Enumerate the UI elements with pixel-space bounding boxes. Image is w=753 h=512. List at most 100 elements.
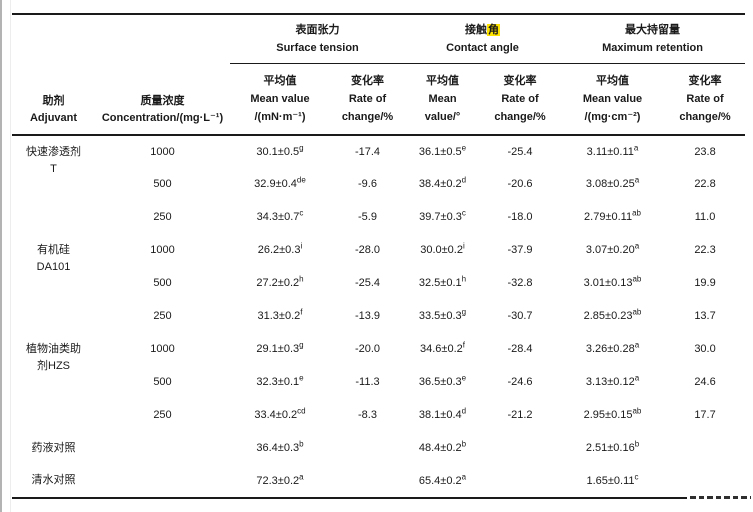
max-retention-group-header: 最大持留量 Maximum retention [560, 14, 746, 64]
max-retention-rate-header-line: change/% [679, 110, 731, 123]
concentration-cell: 250 [153, 211, 172, 224]
max-retention-mean-cell: 1.65±0.11c [586, 472, 639, 487]
contact-angle-rate-cell [480, 465, 560, 498]
contact-angle-mean-header-line: value/° [424, 110, 461, 123]
search-highlight: 角 [487, 23, 500, 36]
contact-angle-mean-cell: 38.1±0.4d [418, 406, 467, 422]
max-retention-mean-cell: 3.08±0.25a [585, 175, 640, 191]
surface-tension-mean-header-line: 平均值 [263, 74, 297, 87]
surface-tension-rate-cell: -17.4 [354, 145, 381, 158]
contact-angle-mean-header-line: 平均值 [426, 74, 459, 87]
contact-angle-rate-cell [480, 432, 560, 465]
table-body: 快速渗透剂 T 1000 30.1±0.5g -17.4 36.1±0.5e -25.4 3.… [12, 135, 745, 498]
contact-angle-mean-cell: 38.4±0.2d [418, 175, 467, 191]
table-row: 药液对照 36.4±0.3b 48.4±0.2b 2.51±0.16b [12, 432, 745, 465]
contact-angle-mean-cell: 65.4±0.2a [418, 472, 467, 487]
surface-tension-rate-cell: -20.0 [354, 343, 381, 356]
max-retention-rate-header-line: Rate of [686, 92, 724, 105]
surface-tension-rate-cell [330, 432, 405, 465]
concentration-cell: 500 [153, 376, 172, 389]
contact-angle-mean-cell: 32.5±0.1h [418, 274, 467, 290]
surface-tension-mean-cell: 30.1±0.5g [256, 143, 304, 158]
max-retention-rate-header-line: 变化率 [688, 74, 722, 87]
max-retention-rate-cell: 22.3 [694, 244, 716, 257]
surface-tension-mean-cell: 27.2±0.2h [256, 274, 304, 290]
significance-letter: d [461, 406, 467, 416]
contact-angle-rate-cell: -18.0 [507, 211, 533, 224]
max-retention-rate-cell: 22.8 [694, 178, 716, 191]
surface-tension-rate-cell: -28.0 [354, 244, 381, 257]
concentration-cell: 250 [153, 409, 172, 422]
significance-letter: ab [632, 274, 642, 284]
max-retention-mean-cell: 3.13±0.12a [585, 373, 640, 389]
contact-angle-mean-cell: 39.7±0.3c [419, 208, 466, 224]
significance-letter: ab [632, 406, 642, 416]
adjuvant-label-line: 药液对照 [31, 441, 76, 454]
surface-tension-header-en: Surface tension [276, 41, 359, 54]
contact-angle-mean-cell: 36.1±0.5e [418, 143, 467, 158]
adjuvant-cell: 清水对照 [12, 465, 95, 498]
significance-letter: b [634, 439, 640, 449]
table-row: 500 27.2±0.2h -25.4 32.5±0.1h -32.8 3.01±0.13… [12, 267, 745, 300]
contact-angle-rate-cell: -32.8 [507, 277, 533, 290]
adjuvant-label-line: 清水对照 [31, 474, 76, 487]
contact-angle-mean-header: 平均值 Mean value/° [405, 63, 480, 135]
surface-tension-mean-cell: 29.1±0.3g [256, 340, 304, 356]
contact-angle-rate-cell: -28.4 [507, 343, 533, 356]
significance-letter: e [299, 373, 304, 383]
contact-angle-header-en: Contact angle [446, 41, 519, 54]
contact-angle-group-header: 接触角 Contact angle [405, 14, 561, 64]
surface-tension-rate-cell: -9.6 [358, 178, 377, 191]
surface-tension-rate-cell: -5.9 [358, 211, 377, 224]
max-retention-rate-cell: 11.0 [694, 211, 716, 224]
concentration-cell: 250 [153, 310, 172, 323]
max-retention-mean-header-line: /(mg·cm⁻²) [584, 110, 641, 123]
contact-angle-rate-cell: -24.6 [507, 376, 533, 389]
significance-letter: a [634, 175, 640, 185]
max-retention-rate-cell: 23.8 [694, 145, 716, 158]
significance-letter: c [634, 472, 639, 482]
significance-letter: b [299, 439, 304, 449]
contact-angle-zh-prefix: 接触 [465, 23, 487, 36]
significance-letter: e [461, 373, 467, 383]
max-retention-rate-cell [665, 432, 745, 465]
contact-angle-rate-header-line: Rate of [501, 92, 539, 105]
surface-tension-mean-header-line: Mean value [250, 92, 310, 105]
max-retention-mean-cell: 2.85±0.23ab [583, 307, 642, 323]
max-retention-rate-cell: 30.0 [694, 343, 716, 356]
significance-letter: c [299, 208, 304, 218]
surface-tension-rate-header-line: Rate of [348, 92, 387, 105]
surface-tension-rate-header-line: change/% [341, 110, 394, 123]
concentration-cell [95, 432, 230, 465]
page-edge-line [10, 0, 11, 512]
concentration-cell: 1000 [150, 145, 175, 158]
adjuvant-header-zh: 助剂 [42, 94, 65, 107]
contact-angle-mean-cell: 34.6±0.2f [420, 340, 465, 356]
adjuvant-cell: 有机硅 DA101 [12, 234, 95, 333]
surface-tension-mean-cell: 36.4±0.3b [256, 439, 304, 455]
contact-angle-rate-header: 变化率 Rate of change/% [480, 63, 560, 135]
significance-letter: ab [632, 307, 642, 317]
adjuvant-header-en: Adjuvant [29, 111, 78, 124]
page-edge-strip [0, 0, 2, 512]
surface-tension-rate-header: 变化率 Rate of change/% [330, 63, 405, 135]
contact-angle-mean-cell: 33.5±0.3g [418, 307, 467, 323]
adjuvant-cell: 快速渗透剂 T [12, 135, 95, 234]
table-row: 快速渗透剂 T 1000 30.1±0.5g -17.4 36.1±0.5e -25.4 3.… [12, 135, 745, 175]
max-retention-mean-header-line: Mean value [582, 92, 643, 105]
significance-letter: a [634, 373, 640, 383]
concentration-cell: 500 [153, 178, 172, 191]
surface-tension-rate-cell [330, 465, 405, 498]
table-header: 助剂 Adjuvant 质量浓度 Concentration/(mg·L⁻¹) … [12, 14, 746, 135]
adjuvant-label-line: 有机硅 [37, 244, 70, 256]
significance-letter: i [300, 241, 303, 251]
adjuvant-header: 助剂 Adjuvant [12, 14, 95, 135]
adjuvant-label-line: 植物油类助 [26, 343, 81, 355]
surface-tension-mean-cell: 32.3±0.1e [256, 373, 304, 389]
max-retention-mean-cell: 3.01±0.13ab [583, 274, 642, 290]
adjuvant-label-line: DA101 [36, 261, 71, 274]
contact-angle-mean-header-line: Mean [428, 92, 457, 105]
contact-angle-rate-header-line: change/% [494, 110, 546, 123]
surface-tension-mean-cell: 33.4±0.2cd [254, 406, 306, 422]
